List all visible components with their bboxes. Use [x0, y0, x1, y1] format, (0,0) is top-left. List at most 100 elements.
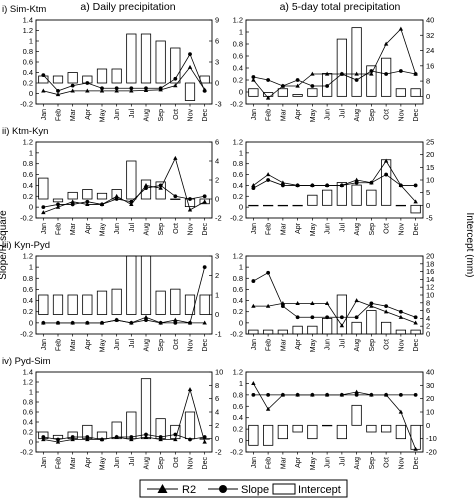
left-tick-label: 0	[29, 318, 33, 327]
month-label: Apr	[295, 108, 302, 120]
left-tick-label: 0.2	[233, 76, 243, 85]
r2-point	[251, 183, 256, 188]
r2-point	[324, 183, 330, 188]
slope-line	[43, 267, 206, 324]
r2-point	[99, 320, 105, 325]
month-label: Oct	[173, 457, 180, 468]
intercept-bar	[322, 189, 333, 206]
legend-r2-label: R2	[182, 484, 196, 496]
intercept-bar	[96, 68, 108, 84]
left-tick-label: -0.2	[230, 214, 243, 223]
slope-point	[56, 202, 60, 207]
intercept-bar	[263, 424, 274, 446]
month-label: Dec	[202, 223, 209, 236]
intercept-bar	[336, 424, 347, 440]
intercept-bar	[336, 182, 347, 206]
month-label: Apr	[85, 222, 92, 234]
slope-point	[144, 318, 148, 322]
r2-point	[310, 71, 315, 76]
right-tick-label: 20	[426, 252, 434, 261]
r2-point	[187, 387, 193, 392]
slope-line	[43, 434, 205, 440]
legend-r2-triangle-icon	[157, 484, 168, 493]
r2-point	[295, 83, 300, 88]
month-label: Dec	[202, 109, 209, 122]
intercept-bar	[184, 411, 196, 440]
month-label: Sep	[158, 457, 165, 470]
intercept-bar	[52, 75, 64, 84]
r2-point	[99, 88, 105, 93]
r2-line	[253, 383, 416, 450]
r2-point	[339, 392, 345, 397]
r2-point	[354, 177, 359, 182]
month-label: Jan	[41, 339, 48, 350]
r2-point	[398, 314, 404, 319]
r2-point	[324, 392, 330, 397]
right-tick-label: 3	[215, 58, 219, 67]
r2-point	[339, 323, 345, 328]
intercept-bar	[381, 424, 392, 433]
panel-6: 1.210.80.60.40.20-0.220181614121086420Ja…	[230, 252, 434, 353]
month-label: Nov	[188, 339, 195, 352]
intercept-bar	[111, 68, 122, 84]
intercept-bar	[410, 424, 421, 450]
r2-point	[310, 300, 315, 305]
month-label: Aug	[354, 223, 361, 236]
right-tick-label: 30	[426, 381, 434, 390]
r2-point	[265, 172, 271, 177]
intercept-bar	[381, 321, 392, 335]
left-tick-label: 0.6	[23, 170, 33, 179]
slope-point	[144, 432, 148, 437]
month-label: Jun	[325, 109, 332, 120]
slope-point	[41, 73, 46, 78]
right-tick-label: 32	[426, 31, 434, 40]
intercept-bar	[38, 177, 49, 200]
month-label: Sep	[369, 223, 376, 236]
r2-point	[55, 204, 61, 209]
slope-point	[369, 301, 374, 306]
month-label: May	[310, 339, 317, 353]
intercept-bar	[277, 88, 288, 97]
month-label: Aug	[144, 457, 151, 470]
right-tick-label: -1	[215, 330, 222, 339]
slope-point	[266, 392, 271, 397]
right-tick-label: 4	[215, 408, 219, 417]
r2-point	[70, 437, 75, 442]
right-tick-label: 6	[215, 37, 219, 46]
slope-point	[158, 183, 163, 188]
right-tick-label: 6	[215, 138, 219, 147]
slope-point	[129, 199, 134, 204]
r2-point	[41, 320, 46, 325]
left-tick-label: 1.2	[23, 378, 33, 387]
month-label: Sep	[369, 457, 376, 470]
left-tick-label: 0.6	[233, 170, 243, 179]
month-label: Jun	[114, 339, 121, 350]
left-tick-label: 0	[29, 89, 33, 98]
month-label: Apr	[85, 338, 92, 350]
month-label: Jun	[114, 109, 121, 120]
month-label: Mar	[280, 222, 287, 235]
left-tick-label: 1.2	[233, 16, 243, 25]
legend-intercept-swatch	[272, 483, 296, 495]
month-label: Nov	[398, 109, 405, 122]
r2-point	[413, 199, 418, 204]
left-tick-label: 0.4	[233, 181, 243, 190]
r2-point	[413, 320, 418, 325]
r2-point	[280, 392, 286, 397]
month-label: Feb	[266, 109, 273, 121]
left-tick-label: -0.2	[20, 448, 33, 457]
intercept-bar	[277, 204, 288, 207]
month-label: Mar	[280, 108, 287, 121]
month-label: Jul	[339, 457, 346, 466]
left-tick-label: 0.2	[23, 79, 33, 88]
r2-point	[202, 320, 207, 325]
intercept-bar	[263, 204, 274, 207]
left-tick-label: 1	[239, 28, 243, 37]
right-tick-label: 25	[426, 138, 434, 147]
r2-point	[202, 439, 207, 444]
left-tick-label: 0.4	[233, 64, 243, 73]
slope-point	[251, 279, 256, 283]
left-tick-label: -0.2	[230, 448, 243, 457]
r2-point	[85, 202, 90, 207]
month-label: Sep	[369, 339, 376, 352]
